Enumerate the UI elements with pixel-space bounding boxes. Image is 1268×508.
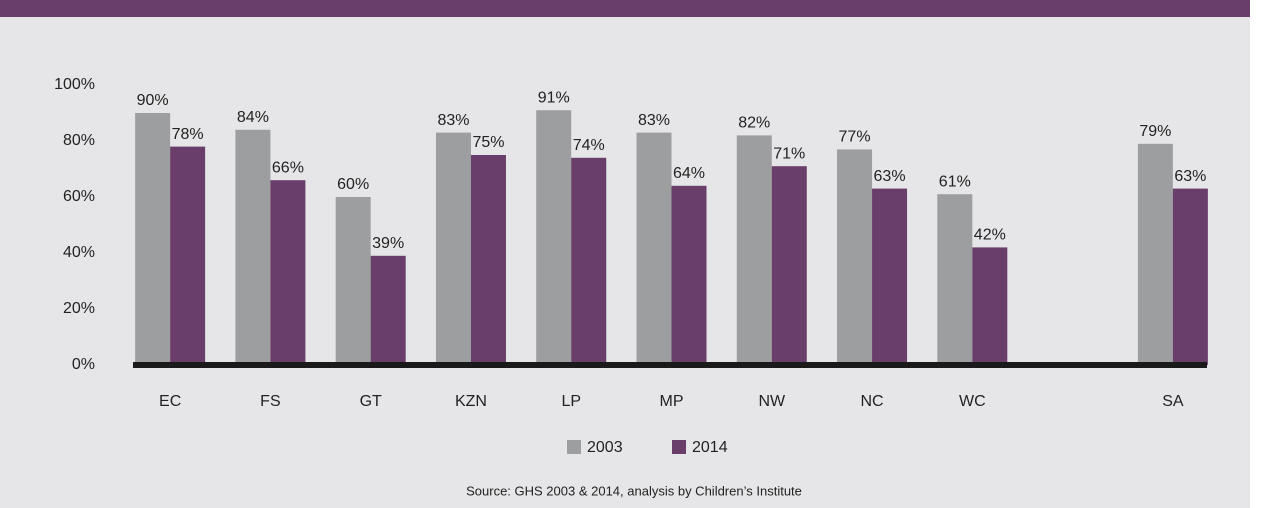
data-label: 63% xyxy=(874,168,906,185)
data-label: 90% xyxy=(137,92,169,109)
y-tick-label: 40% xyxy=(63,244,95,261)
bar xyxy=(937,194,973,365)
data-label: 39% xyxy=(372,235,404,252)
x-tick-label: KZN xyxy=(455,393,487,410)
bar xyxy=(536,110,572,365)
legend-swatch xyxy=(672,440,686,454)
data-label: 83% xyxy=(638,112,670,129)
data-label: 83% xyxy=(437,112,469,129)
data-label: 82% xyxy=(738,115,770,132)
bar xyxy=(235,129,271,365)
bar xyxy=(1172,188,1208,365)
x-tick-label: MP xyxy=(660,393,684,410)
y-tick-label: 20% xyxy=(63,300,95,317)
x-tick-label: SA xyxy=(1162,393,1184,410)
x-tick-label: EC xyxy=(159,393,181,410)
bar xyxy=(1137,143,1173,365)
data-label: 79% xyxy=(1139,123,1171,140)
header-band xyxy=(0,0,1250,17)
y-tick-label: 80% xyxy=(63,132,95,149)
data-label: 60% xyxy=(337,176,369,193)
bar xyxy=(771,166,807,365)
data-label: 84% xyxy=(237,109,269,126)
x-tick-label: NC xyxy=(860,393,883,410)
y-tick-label: 60% xyxy=(63,188,95,205)
x-tick-label: FS xyxy=(260,393,280,410)
data-label: 78% xyxy=(172,126,204,143)
legend-label: 2014 xyxy=(692,439,728,456)
bar xyxy=(636,132,672,365)
data-label: 74% xyxy=(573,137,605,154)
data-label: 66% xyxy=(272,159,304,176)
bar xyxy=(872,188,908,365)
legend-label: 2003 xyxy=(587,439,623,456)
x-tick-label: LP xyxy=(561,393,581,410)
bar xyxy=(370,255,406,365)
bar xyxy=(571,157,607,365)
data-label: 61% xyxy=(939,173,971,190)
bar xyxy=(135,113,171,365)
data-label: 71% xyxy=(773,145,805,162)
data-label: 64% xyxy=(673,165,705,182)
bar xyxy=(170,146,206,365)
bar xyxy=(335,197,371,365)
data-label: 42% xyxy=(974,227,1006,244)
bar xyxy=(270,180,306,365)
bar xyxy=(736,135,772,365)
data-label: 91% xyxy=(538,89,570,106)
y-tick-label: 100% xyxy=(54,76,95,93)
x-tick-label: WC xyxy=(959,393,986,410)
bar xyxy=(470,155,506,365)
bar xyxy=(435,132,471,365)
data-label: 77% xyxy=(839,129,871,146)
y-tick-label: 0% xyxy=(72,356,95,373)
legend-swatch xyxy=(567,440,581,454)
x-tick-label: GT xyxy=(360,393,382,410)
x-tick-label: NW xyxy=(758,393,786,410)
bar xyxy=(972,247,1008,365)
bar xyxy=(837,149,873,365)
source: Source: GHS 2003 & 2014, analysis by Chi… xyxy=(466,483,802,498)
bar xyxy=(671,185,707,365)
data-label: 63% xyxy=(1174,168,1206,185)
data-label: 75% xyxy=(472,134,504,151)
